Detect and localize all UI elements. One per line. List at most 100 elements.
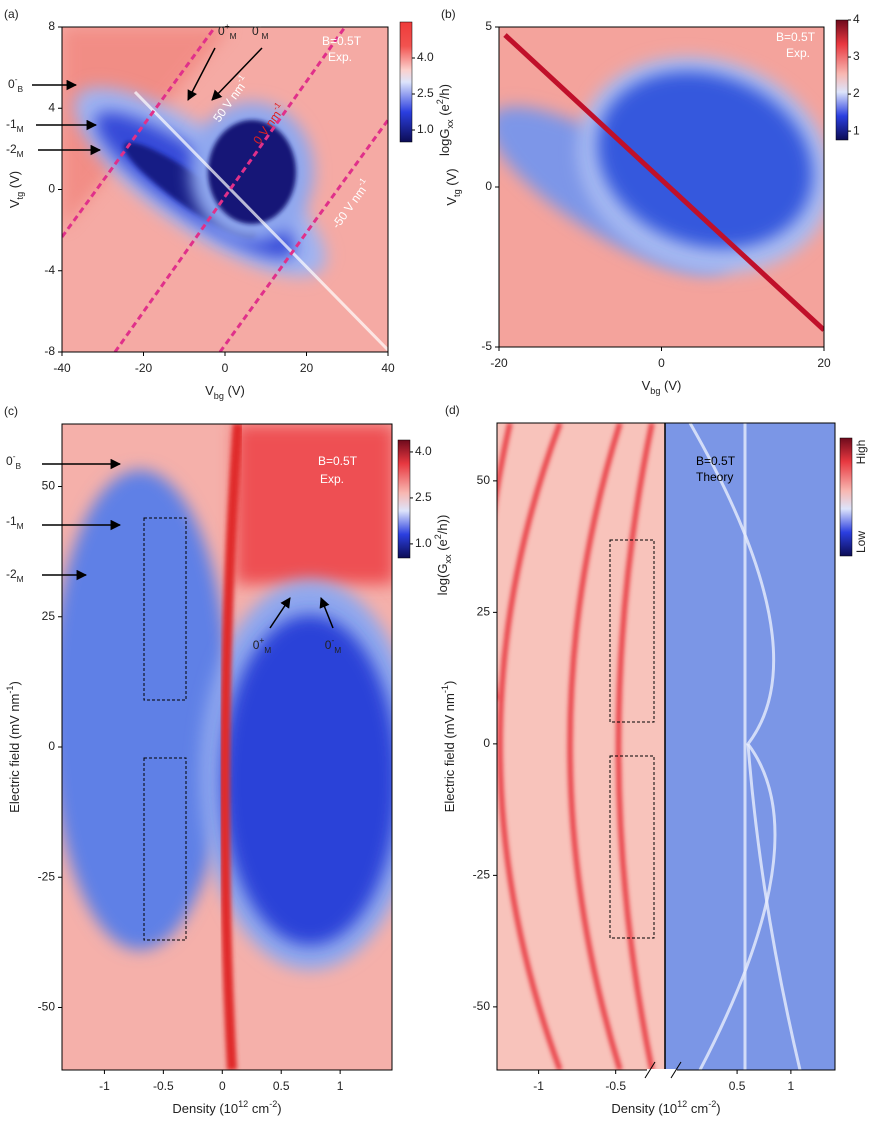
heatmap (497, 423, 665, 1070)
heatmap-layer (499, 27, 824, 347)
text-part: Electric field (mV nm (7, 694, 22, 813)
text-part: ) (277, 1101, 281, 1116)
heatmap-feature (497, 423, 513, 700)
text-part: M (17, 574, 24, 584)
x-tick-label: 0 (658, 356, 665, 370)
break-mark (644, 1061, 656, 1079)
text-part: M (17, 149, 24, 159)
y-tick-label: 50 (477, 473, 491, 487)
annotation-arrow (211, 47, 263, 101)
text-part: ) (442, 681, 457, 685)
y-tick-label: 0 (485, 179, 492, 193)
panel-label: (a) (4, 7, 19, 21)
x-tick-label: 0 (222, 361, 229, 375)
text-part: M (17, 124, 24, 134)
text-part: 2 (433, 534, 443, 539)
x-axis-label: Density (1012 cm-2) (172, 1099, 281, 1116)
text-part: 12 (238, 1099, 248, 1109)
text-part: ) (7, 681, 22, 685)
panel-label: (b) (441, 7, 456, 21)
y-tick-label: 0 (48, 182, 55, 196)
x-tick-label: 0 (219, 1079, 226, 1093)
text-part: xx (443, 554, 453, 564)
x-tick-label: 1 (337, 1079, 344, 1093)
y-axis-label: Vtg (V) (7, 171, 25, 208)
text-part: Density (10 (172, 1101, 238, 1116)
x-tick-label: 0.5 (273, 1079, 290, 1093)
highlight-box (609, 539, 655, 723)
x-tick-label: 20 (300, 361, 314, 375)
note: B=0.5T (776, 30, 816, 44)
note: B=0.5T (322, 34, 362, 48)
text-part: Electric field (mV nm (442, 693, 457, 812)
panel-label: (c) (4, 404, 18, 418)
heatmap-feature (497, 423, 563, 1070)
x-axis-label: Vbg (V) (205, 383, 245, 401)
text-part: 0 (8, 77, 15, 91)
text-part: ) (716, 1101, 720, 1116)
text-part: -2 (708, 1099, 716, 1109)
colorbar-tick-label: 4 (853, 12, 860, 26)
text-part: V (444, 197, 459, 206)
text-part: (e (435, 539, 450, 554)
text-part: 0 (253, 638, 260, 652)
y-tick-label: 25 (42, 609, 56, 623)
y-axis-label: Electric field (mV nm-1) (5, 681, 22, 813)
note: B=0.5T (696, 454, 736, 468)
heatmap-region (235, 424, 392, 584)
text-part: V (642, 378, 651, 393)
colorbar-tick-label: 2 (853, 86, 860, 100)
guide-line (62, 27, 217, 238)
heatmap-layer (497, 423, 835, 1070)
y-tick-label: -50 (38, 1000, 56, 1014)
text-part: + (259, 635, 264, 645)
text-part: cm (248, 1101, 269, 1116)
highlight-box (143, 517, 187, 701)
y-axis-label: Electric field (mV nm-1) (440, 681, 457, 813)
heatmap-feature (133, 90, 388, 352)
heatmap-feature (219, 424, 243, 1070)
y-tick-label: 8 (48, 19, 55, 33)
text-part: + (225, 21, 230, 31)
text-part: (V) (7, 171, 22, 192)
y-tick-label: 50 (42, 479, 56, 493)
note: Exp. (320, 472, 344, 486)
text-part: M (264, 645, 271, 655)
annotation-arrow (269, 597, 291, 629)
colorbar-title: log(Gxx (e2/h)) (433, 515, 453, 596)
text-part: xx (445, 119, 455, 129)
note: Theory (696, 470, 733, 484)
text-part: (e (437, 104, 452, 119)
colorbar-tick-label: 2.5 (415, 490, 432, 504)
text-part: -2 (6, 142, 17, 156)
highlight-box (609, 755, 655, 939)
text-part: M (17, 521, 24, 531)
x-tick-label: -20 (490, 356, 508, 370)
heatmap-feature (567, 423, 623, 1070)
colorbar-title: logGxx (e2/h) (435, 84, 455, 156)
y-tick-label: 25 (477, 605, 491, 619)
guide-line (218, 119, 388, 352)
note: Exp. (328, 50, 352, 64)
colorbar (839, 437, 853, 557)
text-part: -1 (6, 117, 17, 131)
x-axis-label: Vbg (V) (642, 378, 682, 396)
text-part: -2 (269, 1099, 277, 1109)
text-part: M (334, 645, 341, 655)
annotation-arrow (319, 597, 334, 629)
text-part: bg (214, 391, 224, 401)
heatmap-region (597, 71, 813, 249)
text-part: B (15, 461, 21, 471)
heatmap-feature (503, 33, 824, 332)
annotation-label: 0-B (6, 451, 21, 471)
annotation-label: -2M (6, 567, 24, 584)
text-part: cm (687, 1101, 708, 1116)
y-tick-label: 4 (48, 100, 55, 114)
highlight-box (143, 757, 187, 941)
x-tick-label: -0.5 (153, 1079, 174, 1093)
heatmap-layer (62, 27, 388, 352)
y-tick-label: -8 (44, 344, 55, 358)
annotation-label: 0+M (253, 635, 272, 655)
x-tick-label: -40 (53, 361, 71, 375)
